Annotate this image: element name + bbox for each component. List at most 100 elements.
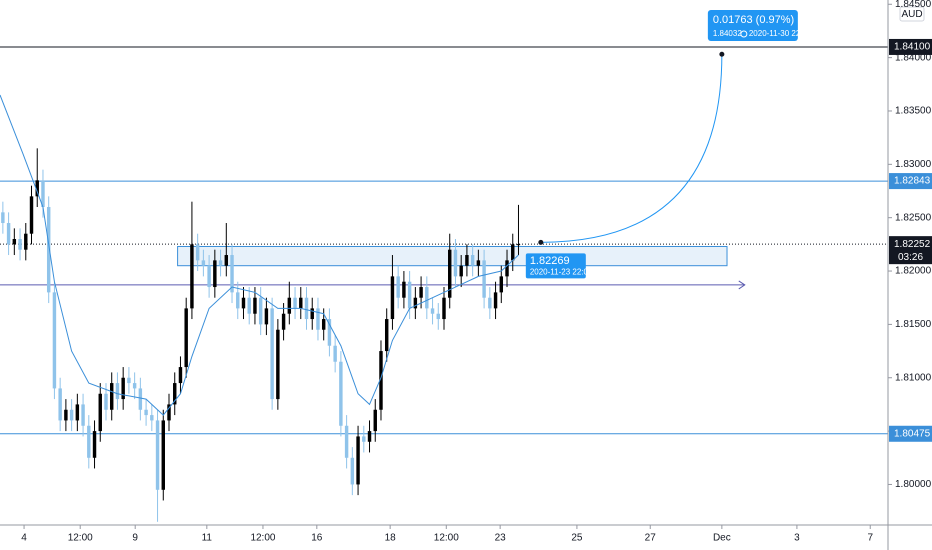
clock-icon bbox=[740, 30, 748, 38]
candle-body bbox=[132, 383, 137, 389]
candle-body bbox=[41, 180, 45, 208]
candle-body bbox=[138, 388, 143, 410]
candle-body bbox=[356, 436, 360, 485]
level-label: 1.84100 bbox=[894, 42, 931, 53]
currency-box[interactable] bbox=[899, 6, 925, 22]
candle-body bbox=[75, 404, 80, 421]
x-tick-label: 12:00 bbox=[434, 533, 459, 544]
x-tick-label: 23 bbox=[495, 533, 507, 544]
candle-body bbox=[373, 409, 377, 432]
level-label-box bbox=[889, 38, 932, 55]
countdown: 03:26 bbox=[898, 252, 923, 263]
candle-body bbox=[436, 313, 440, 320]
callout-date: 2020-11-23 22:00 bbox=[530, 267, 593, 276]
x-tick-label: 3 bbox=[794, 533, 800, 544]
moving-average bbox=[0, 94, 519, 416]
candle-body bbox=[270, 308, 274, 400]
x-tick-label: 16 bbox=[311, 533, 323, 544]
projection-start bbox=[538, 239, 544, 245]
candle-body bbox=[362, 436, 366, 442]
x-tick-label: 12:00 bbox=[250, 533, 275, 544]
candle-body bbox=[419, 287, 423, 298]
candle-body bbox=[350, 457, 355, 485]
y-tick-label: 1.82000 bbox=[895, 266, 932, 277]
candle-body bbox=[402, 281, 406, 298]
candle-body bbox=[339, 361, 343, 426]
candle-body bbox=[247, 297, 251, 314]
candle-body bbox=[253, 297, 257, 314]
candle-body bbox=[430, 308, 435, 314]
projection-arc bbox=[540, 54, 723, 243]
candle-body bbox=[224, 255, 229, 266]
candle-body bbox=[161, 420, 165, 490]
candle-body bbox=[379, 351, 383, 410]
candle-body bbox=[230, 255, 234, 293]
candle-body bbox=[470, 255, 475, 266]
y-tick-label: 1.82500 bbox=[895, 212, 932, 223]
candle-body bbox=[173, 383, 177, 405]
candle-body bbox=[109, 383, 114, 410]
candle-body bbox=[35, 180, 39, 197]
candle-body bbox=[190, 244, 194, 309]
candle-body bbox=[69, 409, 74, 421]
candle-body bbox=[310, 308, 314, 320]
candle-body bbox=[104, 393, 108, 410]
x-tick-label: 18 bbox=[385, 533, 397, 544]
level-label-box bbox=[889, 425, 932, 442]
x-tick-label: 4 bbox=[21, 533, 27, 544]
candle-body bbox=[144, 409, 148, 416]
candle-body bbox=[287, 297, 292, 314]
ray-arrow bbox=[738, 280, 746, 290]
candle-body bbox=[258, 297, 263, 325]
projection-box bbox=[707, 10, 798, 41]
candle-body bbox=[367, 431, 372, 442]
candle-body bbox=[482, 260, 486, 298]
x-tick-label: 9 bbox=[132, 533, 138, 544]
candle-body bbox=[493, 292, 498, 309]
callout-price: 1.82269 bbox=[530, 255, 570, 267]
candle-body bbox=[321, 319, 326, 330]
candle-body bbox=[64, 409, 68, 421]
candle-body bbox=[201, 260, 206, 266]
level-label: 1.82843 bbox=[894, 176, 931, 187]
y-tick-label: 1.83500 bbox=[895, 106, 932, 117]
candle-body bbox=[453, 249, 458, 277]
zone bbox=[177, 245, 728, 267]
candle-body bbox=[207, 265, 211, 288]
candle-body bbox=[98, 393, 102, 432]
candle-body bbox=[448, 249, 452, 298]
candle-body bbox=[511, 244, 515, 261]
candle-body bbox=[12, 239, 17, 245]
candle-body bbox=[476, 260, 481, 266]
candle-body bbox=[92, 431, 97, 458]
candle-body bbox=[218, 260, 223, 266]
candle-body bbox=[241, 297, 246, 309]
callout-box bbox=[525, 253, 586, 279]
x-tick-label: 27 bbox=[645, 533, 657, 544]
candle-body bbox=[167, 404, 171, 421]
candle-body bbox=[499, 276, 504, 293]
candle-body bbox=[299, 297, 303, 309]
candle-body bbox=[155, 420, 160, 490]
candle-body bbox=[178, 367, 183, 384]
x-tick-label: 11 bbox=[202, 533, 213, 544]
candle-body bbox=[52, 292, 57, 389]
y-tick-label: 1.84000 bbox=[895, 52, 932, 63]
candle-body bbox=[425, 287, 429, 309]
candle-body bbox=[24, 233, 28, 250]
projection-date: 2020-11-30 22:00 bbox=[749, 29, 812, 38]
candle-body bbox=[516, 244, 521, 246]
candle-body bbox=[121, 377, 125, 400]
candle-body bbox=[29, 196, 34, 234]
candle-body bbox=[264, 308, 269, 325]
candle-body bbox=[407, 281, 412, 309]
candle-body bbox=[465, 255, 469, 266]
projection-headline: 0.01763 (0.97%) in 7d bbox=[713, 14, 821, 26]
candle-body bbox=[58, 388, 62, 421]
candle-body bbox=[442, 297, 446, 320]
candle-body bbox=[6, 223, 11, 245]
candle-body bbox=[459, 265, 463, 277]
candle-body bbox=[236, 292, 240, 309]
x-tick-label: 12:00 bbox=[68, 533, 93, 544]
